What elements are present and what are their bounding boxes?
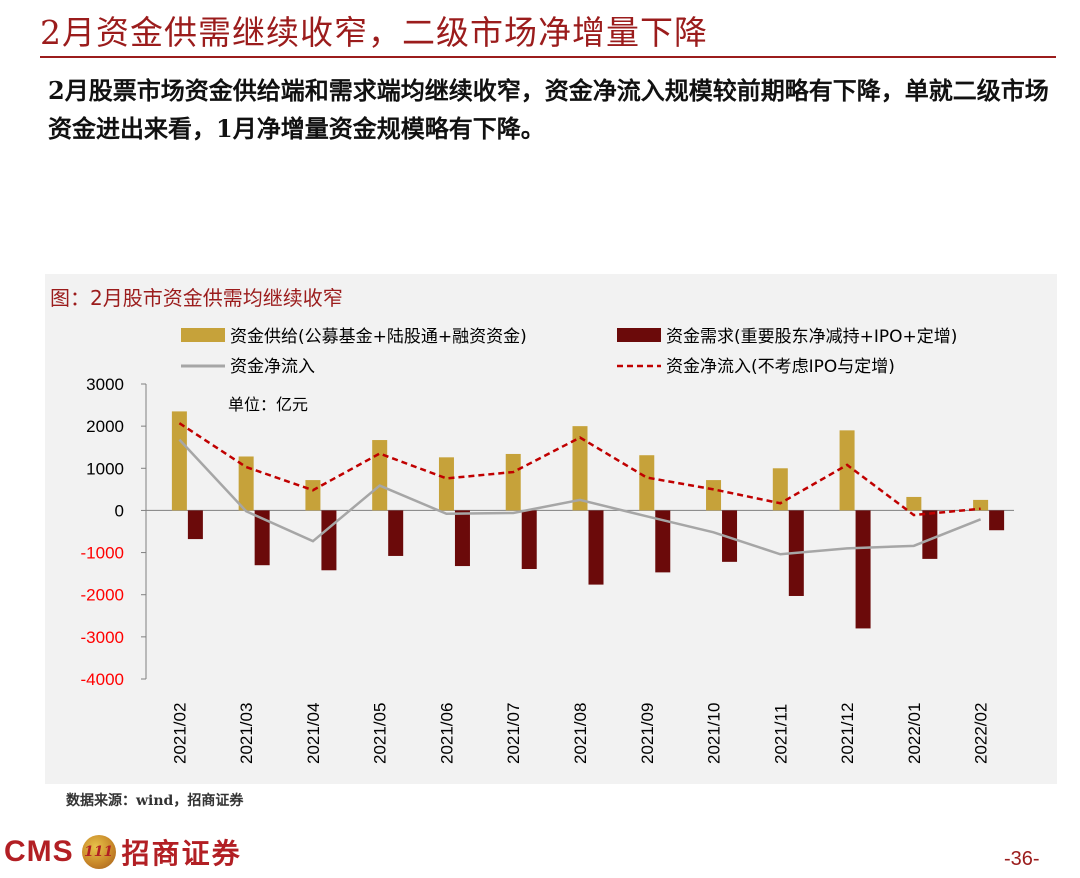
chart-title: 图：2月股市资金供需均继续收窄	[50, 286, 343, 310]
net-inflow-line	[178, 438, 982, 556]
y-tick-label: 3000	[86, 375, 124, 394]
supply-bar	[973, 499, 989, 511]
y-tick-label: -2000	[81, 586, 124, 605]
x-tick-label: 2021/09	[638, 703, 657, 764]
x-tick-label: 2021/02	[170, 703, 189, 764]
page-title: 2月资金供需继续收窄，二级市场净增量下降	[40, 13, 708, 52]
demand-bar	[855, 510, 871, 629]
supply-bar	[438, 457, 454, 511]
supply-bar	[171, 411, 187, 511]
company-logo: CMS 111 招商证券	[0, 826, 242, 878]
supply-bar	[505, 453, 521, 511]
x-tick-label: 2021/10	[705, 703, 724, 764]
x-tick-label: 2021/07	[504, 703, 523, 764]
x-tick-label: 2021/11	[771, 704, 790, 764]
x-tick-label: 2021/03	[237, 703, 256, 764]
logo-badge-icon: 111	[81, 835, 116, 869]
demand-bar	[655, 510, 671, 573]
y-tick-label: -4000	[81, 670, 124, 689]
demand-bar	[454, 510, 470, 567]
x-tick-label: 2021/05	[371, 703, 390, 764]
title-divider	[40, 56, 1056, 58]
legend-supply-label: 资金供给(公募基金+陆股通+融资资金)	[230, 327, 527, 347]
demand-bar	[521, 510, 537, 570]
demand-bar	[722, 510, 738, 562]
legend-supply-swatch	[181, 328, 225, 342]
supply-bar	[372, 440, 388, 511]
y-tick-label: -1000	[81, 544, 124, 563]
supply-bar	[305, 480, 321, 511]
demand-bar	[388, 510, 404, 556]
y-tick-label: 0	[115, 501, 124, 520]
supply-bar	[706, 480, 722, 511]
legend-demand-label: 资金需求(重要股东净减持+IPO+定增)	[666, 327, 957, 347]
x-tick-label: 2021/12	[838, 703, 857, 764]
unit-label: 单位：亿元	[228, 395, 308, 414]
logo-company-name: 招商证券	[121, 837, 242, 870]
x-tick-label: 2021/06	[437, 703, 456, 764]
legend-demand-swatch	[617, 328, 661, 342]
page-number: -36-	[1004, 848, 1040, 870]
demand-bar	[321, 510, 337, 571]
logo-badge-text: 111	[84, 844, 114, 860]
summary-text: 2月股票市场资金供给端和需求端均继续收窄，资金净流入规模较前期略有下降，单就二级…	[48, 76, 1049, 143]
x-tick-label: 2021/04	[304, 703, 323, 764]
supply-bar	[839, 430, 855, 511]
y-tick-label: 1000	[86, 459, 124, 478]
supply-bar	[572, 426, 588, 511]
supply-bar	[772, 468, 788, 511]
demand-bar	[187, 510, 203, 540]
data-source: 数据来源：wind，招商证券	[66, 793, 244, 809]
x-tick-label: 2022/02	[972, 703, 991, 764]
x-tick-label: 2022/01	[905, 703, 924, 764]
demand-bar	[989, 510, 1005, 531]
y-tick-label: -3000	[81, 628, 124, 647]
legend-net-ex-label: 资金净流入(不考虑IPO与定增)	[666, 357, 895, 377]
chart-panel	[45, 274, 1057, 784]
x-tick-label: 2021/08	[571, 703, 590, 764]
supply-bar	[906, 496, 922, 511]
supply-bar	[639, 455, 655, 511]
demand-bar	[922, 510, 938, 559]
logo-cms-text: CMS	[4, 835, 74, 868]
demand-bar	[588, 510, 604, 585]
y-tick-label: 2000	[86, 417, 124, 436]
supply-bar	[238, 456, 254, 511]
legend-net-label: 资金净流入	[230, 357, 315, 377]
net-inflow-ex-ipo-line	[178, 422, 981, 517]
demand-bar	[254, 510, 270, 566]
